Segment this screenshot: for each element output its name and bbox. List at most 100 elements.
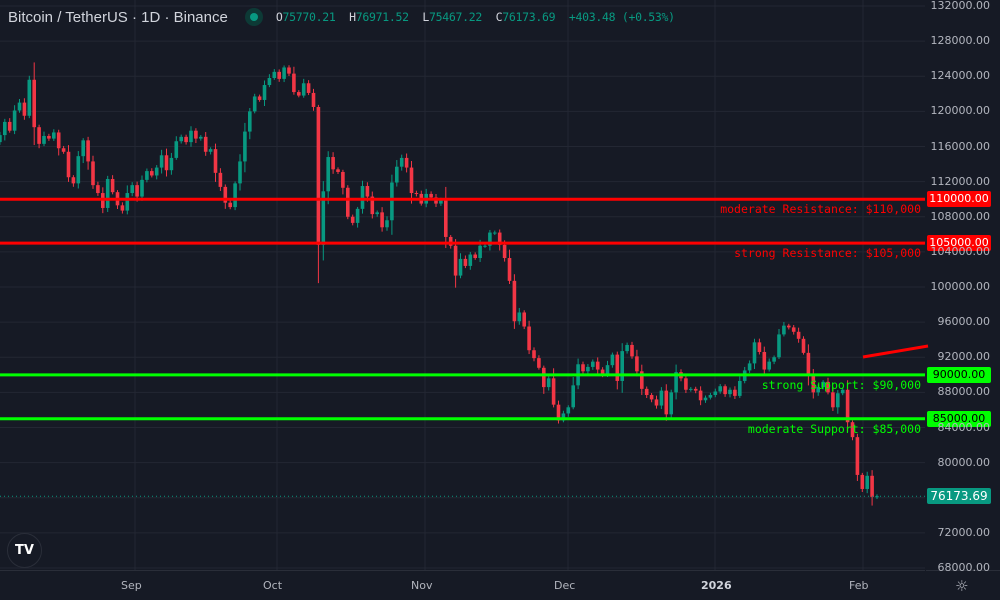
candle-body xyxy=(125,193,130,211)
candle-body xyxy=(42,135,46,144)
candle-body xyxy=(199,136,203,139)
candle-body xyxy=(556,404,561,421)
legend-header: Bitcoin / TetherUS · 1D · Binance O75770… xyxy=(8,6,682,28)
price-axis-tick: 92000.00 xyxy=(937,350,991,364)
candle-body xyxy=(620,351,624,381)
close-value: 76173.69 xyxy=(502,10,556,24)
candle-body xyxy=(91,161,95,186)
candle-body xyxy=(61,148,66,152)
candle-body xyxy=(203,136,208,152)
candle-body xyxy=(252,96,257,112)
candle-body xyxy=(76,156,81,184)
current-price-tag: 76173.69 xyxy=(927,488,991,505)
candle-body xyxy=(718,386,722,392)
price-axis-tick: 112000.00 xyxy=(930,174,991,188)
candle-body xyxy=(537,358,541,368)
candle-body xyxy=(458,258,463,276)
tradingview-logo-icon[interactable]: TV xyxy=(7,533,42,568)
low-value: 75467.22 xyxy=(428,10,482,24)
resistance-price-tag: 105000.00 xyxy=(927,235,991,252)
candle-body xyxy=(747,363,752,371)
candle-body xyxy=(497,232,502,245)
candle-body xyxy=(855,437,860,475)
candle-body xyxy=(282,67,286,79)
candle-body xyxy=(169,157,174,171)
candle-body xyxy=(365,186,370,197)
high-value: 76971.52 xyxy=(355,10,409,24)
candle-body xyxy=(301,83,306,96)
candle-body xyxy=(47,135,51,139)
candle-body xyxy=(713,391,718,396)
candle-body xyxy=(698,390,703,401)
candle-body xyxy=(527,326,531,351)
candle-body xyxy=(821,381,825,388)
candle-body xyxy=(228,202,232,208)
candle-body xyxy=(689,388,693,390)
candle-body xyxy=(659,390,664,406)
candle-body xyxy=(610,354,615,366)
candle-body xyxy=(517,312,522,322)
candle-body xyxy=(429,193,433,198)
candle-body xyxy=(277,71,281,79)
candle-body xyxy=(130,185,134,194)
price-axis-tick: 120000.00 xyxy=(930,104,991,118)
candle-body xyxy=(693,388,698,391)
candle-body xyxy=(542,367,546,388)
candle-body xyxy=(3,121,7,136)
candle-body xyxy=(71,177,76,184)
candle-body xyxy=(135,185,139,197)
candle-body xyxy=(12,110,17,131)
candle-body xyxy=(772,357,776,362)
candle-body xyxy=(566,407,571,414)
candle-body xyxy=(370,196,375,215)
candle-body xyxy=(831,392,835,408)
candle-body xyxy=(380,212,384,228)
candle-body xyxy=(483,245,487,247)
candle-body xyxy=(316,106,321,245)
open-key: O xyxy=(275,10,283,24)
candle-body xyxy=(96,185,100,194)
candle-body xyxy=(664,390,669,415)
candle-body xyxy=(218,172,223,187)
candle-body xyxy=(787,325,791,328)
price-axis-tick: 108000.00 xyxy=(930,209,991,223)
candle-body xyxy=(870,475,874,497)
candle-body xyxy=(223,186,228,203)
price-axis-tick: 104000.00 xyxy=(930,244,991,258)
candle-body xyxy=(840,389,845,394)
time-axis-label: 2026 xyxy=(701,579,732,592)
time-axis-label: Nov xyxy=(411,579,433,592)
candle-body xyxy=(468,254,473,266)
close-key: C xyxy=(495,10,503,24)
price-axis-tick: 116000.00 xyxy=(930,139,991,153)
candle-body xyxy=(801,338,806,353)
candle-body xyxy=(640,371,644,389)
candle-body xyxy=(845,389,850,423)
candle-body xyxy=(635,356,639,372)
candle-body xyxy=(850,422,855,438)
price-axis-tick: 88000.00 xyxy=(937,385,991,399)
resistance-label: moderate Resistance: $110,000 xyxy=(720,202,921,217)
candle-body xyxy=(860,474,865,489)
candle-body xyxy=(326,157,330,192)
price-axis-tick: 96000.00 xyxy=(937,315,991,329)
candle-body xyxy=(733,389,737,396)
candle-body xyxy=(194,130,198,139)
candle-body xyxy=(120,205,125,211)
candle-body xyxy=(752,342,757,364)
candle-body xyxy=(110,178,115,193)
price-axis-tick: 84000.00 xyxy=(937,420,991,434)
support-label: moderate Support: $85,000 xyxy=(747,421,921,436)
candle-body xyxy=(493,232,497,234)
candle-body xyxy=(360,186,365,209)
symbol-title[interactable]: Bitcoin / TetherUS · 1D · Binance xyxy=(8,8,228,26)
time-axis-label: Dec xyxy=(554,579,576,592)
candle-body xyxy=(385,220,389,228)
candle-body xyxy=(37,127,41,144)
candle-body xyxy=(502,244,507,259)
candle-body xyxy=(777,334,781,358)
candle-body xyxy=(595,361,600,370)
settings-gear-icon[interactable]: ☼ xyxy=(955,577,969,595)
candle-body xyxy=(243,131,247,162)
